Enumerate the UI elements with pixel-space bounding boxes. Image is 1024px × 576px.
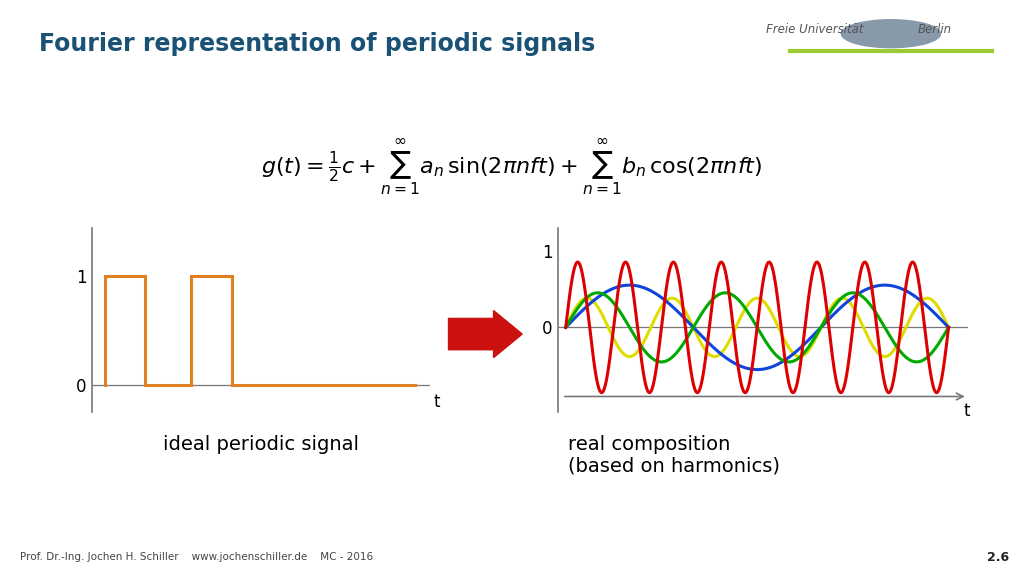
FancyArrow shape — [449, 310, 522, 358]
Text: Freie Universität: Freie Universität — [766, 23, 864, 36]
Circle shape — [842, 20, 940, 48]
Text: Berlin: Berlin — [918, 23, 952, 36]
Text: ideal periodic signal: ideal periodic signal — [163, 435, 359, 454]
Text: $g(t) = \frac{1}{2}c + \sum_{n=1}^{\infty} a_n\, \sin(2\pi n f t) + \sum_{n=1}^{: $g(t) = \frac{1}{2}c + \sum_{n=1}^{\inft… — [261, 137, 763, 197]
Text: 2.6: 2.6 — [986, 551, 1009, 564]
Text: real composition
(based on harmonics): real composition (based on harmonics) — [568, 435, 780, 476]
Text: Prof. Dr.-Ing. Jochen H. Schiller    www.jochenschiller.de    MC - 2016: Prof. Dr.-Ing. Jochen H. Schiller www.jo… — [20, 552, 374, 562]
Text: t: t — [964, 402, 971, 420]
Text: Fourier representation of periodic signals: Fourier representation of periodic signa… — [39, 32, 595, 56]
Text: t: t — [433, 393, 439, 411]
